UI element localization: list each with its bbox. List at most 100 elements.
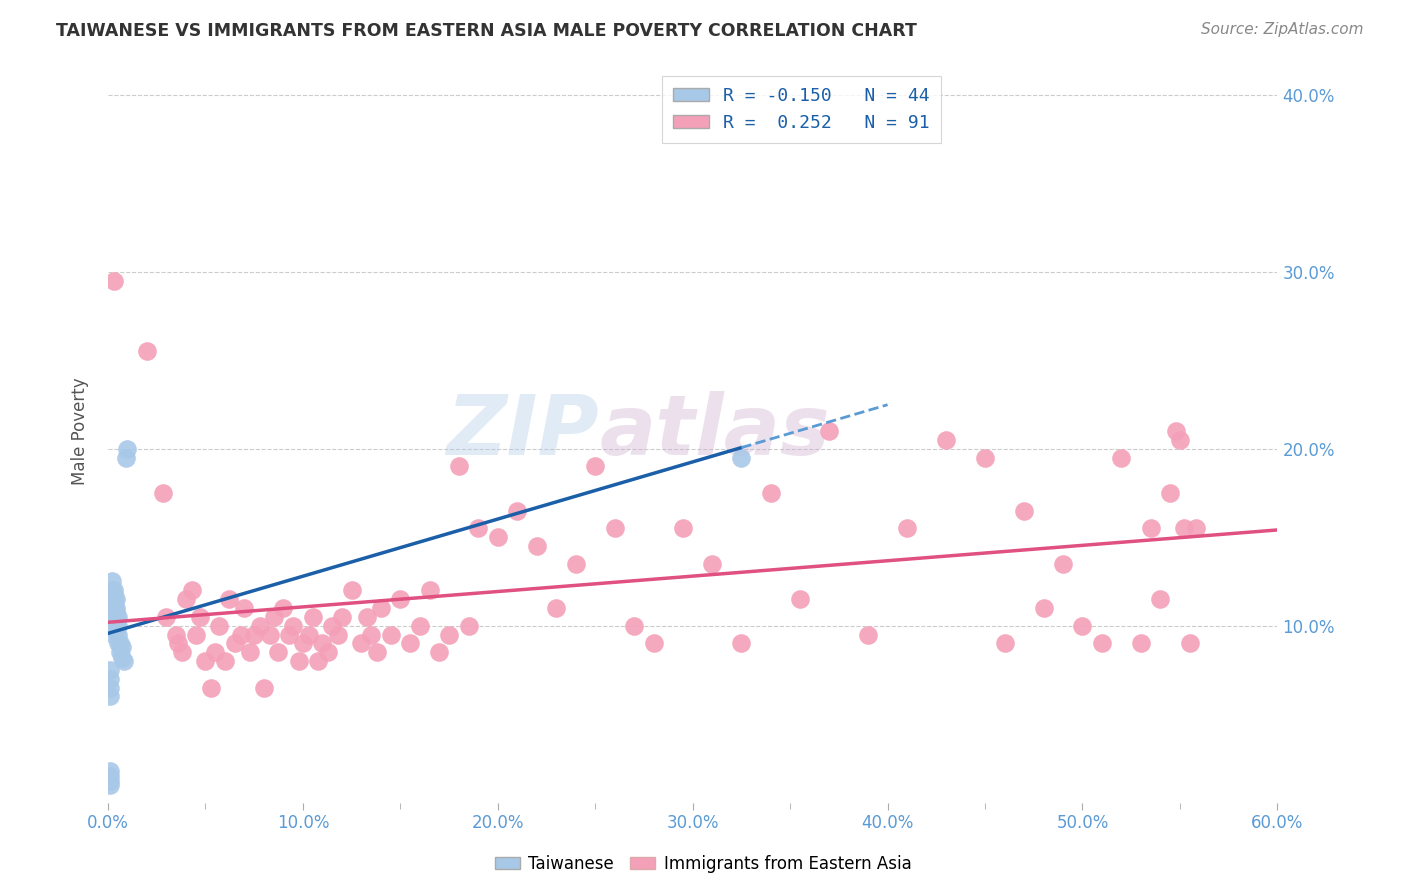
Point [194,654,217,668]
Point [278,627,301,641]
Point [101,583,124,598]
Point [409,618,432,632]
Point [174,592,197,607]
Point [1178,636,1201,650]
Point [447,459,470,474]
Point [273,601,295,615]
Legend: R = -0.150   N = 44, R =  0.252   N = 91: R = -0.150 N = 44, R = 0.252 N = 91 [662,76,941,143]
Point [103,274,125,288]
Text: TAIWANESE VS IMMIGRANTS FROM EASTERN ASIA MALE POVERTY CORRELATION CHART: TAIWANESE VS IMMIGRANTS FROM EASTERN ASI… [56,22,917,40]
Point [1052,557,1074,571]
Point [103,583,125,598]
Point [370,601,392,615]
Point [311,636,333,650]
Point [702,557,724,571]
Point [1164,424,1187,438]
Point [730,636,752,650]
Point [316,645,339,659]
Point [101,574,124,589]
Point [101,610,124,624]
Point [366,645,388,659]
Point [107,610,129,624]
Point [259,627,281,641]
Point [935,433,957,447]
Point [155,610,177,624]
Point [98,778,121,792]
Point [136,344,159,359]
Point [184,627,207,641]
Point [253,681,276,695]
Point [789,592,811,607]
Point [103,610,125,624]
Point [188,610,211,624]
Point [356,610,378,624]
Point [360,627,382,641]
Point [1091,636,1114,650]
Point [1149,592,1171,607]
Point [583,459,606,474]
Point [546,601,568,615]
Text: atlas: atlas [599,391,830,472]
Point [167,636,190,650]
Point [350,636,373,650]
Point [204,645,226,659]
Point [103,605,125,619]
Point [103,618,125,632]
Point [326,627,349,641]
Point [380,627,402,641]
Point [165,627,187,641]
Point [1129,636,1152,650]
Point [437,627,460,641]
Point [1173,521,1195,535]
Point [170,645,193,659]
Point [229,627,252,641]
Point [281,618,304,632]
Point [103,627,125,641]
Point [111,640,134,654]
Point [200,681,222,695]
Point [603,521,626,535]
Point [399,636,422,650]
Point [856,627,879,641]
Point [108,636,131,650]
Point [103,592,125,607]
Point [1184,521,1206,535]
Point [526,539,548,553]
Point [98,681,121,695]
Point [389,592,412,607]
Point [1071,618,1094,632]
Point [896,521,918,535]
Point [214,654,236,668]
Point [672,521,695,535]
Point [103,587,125,601]
Point [330,610,353,624]
Point [249,618,271,632]
Point [218,592,240,607]
Point [98,690,121,704]
Point [111,650,134,665]
Point [152,486,174,500]
Point [974,450,997,465]
Point [98,672,121,686]
Point [98,769,121,783]
Point [117,442,139,456]
Point [208,618,231,632]
Point [1159,486,1181,500]
Point [298,627,321,641]
Point [564,557,586,571]
Point [104,622,127,636]
Point [486,530,509,544]
Point [98,774,121,789]
Point [730,450,752,465]
Point [101,601,124,615]
Point [266,645,288,659]
Point [107,618,129,632]
Point [104,605,127,619]
Point [427,645,450,659]
Point [243,627,266,641]
Point [239,645,262,659]
Point [104,601,127,615]
Point [623,618,645,632]
Point [419,583,441,598]
Point [1012,504,1035,518]
